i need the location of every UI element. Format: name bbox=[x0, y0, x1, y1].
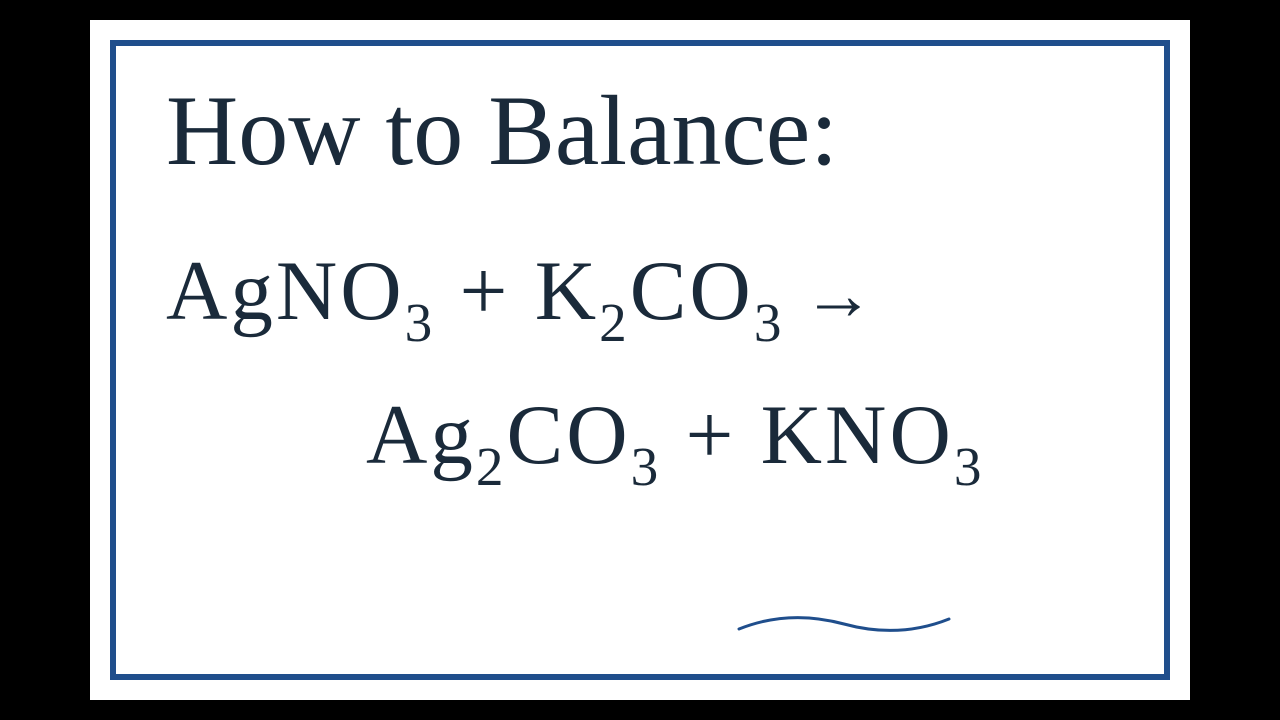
plus-sign: + bbox=[661, 388, 760, 482]
product-kno3: KNO3 bbox=[761, 388, 985, 482]
reaction-arrow: → bbox=[784, 255, 874, 335]
equation-products-line: Ag2CO3 + KNO3 bbox=[166, 380, 1114, 499]
equation-reactants-line: AgNO3 + K2CO3 → bbox=[166, 236, 1114, 355]
chemical-equation: AgNO3 + K2CO3 → Ag2CO3 + KNO3 bbox=[166, 236, 1114, 499]
plus-sign: + bbox=[435, 244, 534, 338]
slide-outer-frame: How to Balance: AgNO3 + K2CO3 → Ag2CO3 +… bbox=[90, 20, 1190, 700]
product-ag2co3: Ag2CO3 bbox=[366, 388, 661, 482]
reactant-k2co3: K2CO3 bbox=[535, 244, 785, 338]
underline-squiggle-icon bbox=[734, 604, 954, 649]
slide-title: How to Balance: bbox=[166, 76, 1114, 186]
reactant-agno3: AgNO3 bbox=[166, 244, 435, 338]
slide-inner-frame: How to Balance: AgNO3 + K2CO3 → Ag2CO3 +… bbox=[110, 40, 1170, 680]
